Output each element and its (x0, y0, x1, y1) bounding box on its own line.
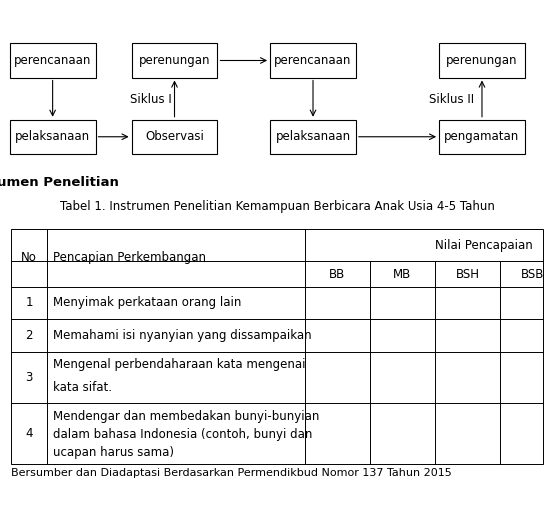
Bar (270, 120, 356, 154)
Text: pengamatan: pengamatan (444, 130, 520, 143)
Text: Siklus I: Siklus I (130, 94, 172, 106)
Bar (439, 44, 525, 77)
Text: 3: 3 (25, 371, 33, 384)
Text: Nilai Pencapaian: Nilai Pencapaian (435, 239, 532, 251)
Text: ucapan harus sama): ucapan harus sama) (53, 446, 173, 459)
Text: Mendengar dan membedakan bunyi-bunyian: Mendengar dan membedakan bunyi-bunyian (53, 410, 319, 423)
Text: perenungan: perenungan (138, 54, 211, 67)
Text: BB: BB (329, 268, 345, 280)
Text: perencanaan: perencanaan (14, 54, 91, 67)
Text: Observasi: Observasi (145, 130, 204, 143)
Bar (270, 44, 356, 77)
Bar (10, 120, 96, 154)
Text: Pencapian Perkembangan: Pencapian Perkembangan (53, 251, 206, 264)
Text: 1: 1 (25, 297, 33, 309)
Text: 2: 2 (25, 329, 33, 342)
Text: Menyimak perkataan orang lain: Menyimak perkataan orang lain (53, 297, 241, 309)
Text: umen Penelitian: umen Penelitian (0, 176, 119, 189)
Text: 4: 4 (25, 427, 33, 440)
Bar (11, 229, 543, 464)
Text: kata sifat.: kata sifat. (53, 381, 111, 394)
Text: pelaksanaan: pelaksanaan (15, 130, 90, 143)
Text: pelaksanaan: pelaksanaan (275, 130, 351, 143)
Text: Mengenal perbendaharaan kata mengenai: Mengenal perbendaharaan kata mengenai (53, 358, 305, 371)
Text: Tabel 1. Instrumen Penelitian Kemampuan Berbicara Anak Usia 4-5 Tahun: Tabel 1. Instrumen Penelitian Kemampuan … (60, 200, 494, 213)
Bar (10, 44, 96, 77)
Text: BSB: BSB (521, 268, 544, 280)
Bar (439, 120, 525, 154)
Bar (132, 120, 217, 154)
Text: Memahami isi nyanyian yang dissampaikan: Memahami isi nyanyian yang dissampaikan (53, 329, 311, 342)
Text: BSH: BSH (455, 268, 479, 280)
Text: Bersumber dan Diadaptasi Berdasarkan Permendikbud Nomor 137 Tahun 2015: Bersumber dan Diadaptasi Berdasarkan Per… (11, 468, 452, 478)
Text: MB: MB (393, 268, 412, 280)
Bar (132, 44, 217, 77)
Text: Siklus II: Siklus II (429, 94, 474, 106)
Text: dalam bahasa Indonesia (contoh, bunyi dan: dalam bahasa Indonesia (contoh, bunyi da… (53, 428, 312, 441)
Text: perenungan: perenungan (446, 54, 518, 67)
Text: perencanaan: perencanaan (274, 54, 352, 67)
Text: No: No (21, 251, 37, 264)
